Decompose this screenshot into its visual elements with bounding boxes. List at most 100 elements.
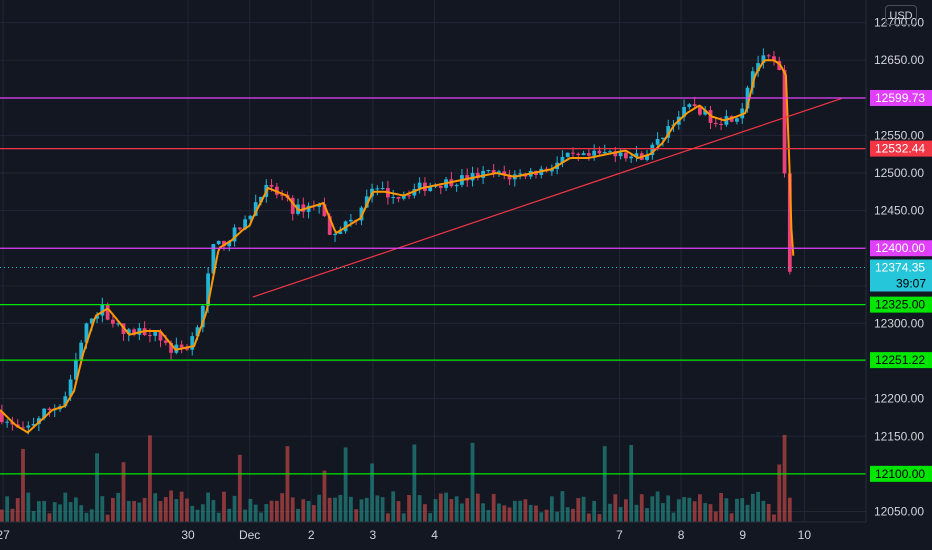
volume-bar [227,508,232,522]
candle-body [497,171,501,173]
candle-body [200,305,205,328]
level-tag: 12251.22 [870,352,932,369]
volume-bar [343,447,348,522]
volume-bar [735,498,739,522]
volume-bar [650,496,655,522]
volume-bar [348,496,353,522]
volume-bar [613,494,618,522]
candle-body [713,122,718,124]
volume-bar [42,501,47,522]
candle-body [84,323,89,343]
candle-body [756,63,760,72]
candle-body [518,173,523,175]
volume-bar [486,509,491,522]
candle-body [116,323,121,325]
candle-body [719,123,723,125]
candle-body [73,359,78,380]
level-tag-box [870,296,932,313]
level-tag-box [870,352,932,369]
volume-bar [10,508,15,522]
x-tick-label: 4 [431,528,438,542]
candle-body [47,408,52,411]
candle-body [407,195,411,197]
volume-bar [52,502,57,522]
volume-bar [460,503,464,522]
trendline [252,97,842,298]
volume-bar [100,496,105,522]
volume-bar [692,501,697,522]
volume-bar [58,504,62,522]
volume-bar [89,509,94,522]
volume-bar [719,493,723,522]
time-axis-background [0,522,932,550]
volume-bar [391,491,396,522]
candle-body [613,151,618,157]
candle-body [465,175,470,181]
volume-bar [364,497,369,522]
volume-bar [396,501,401,522]
volume-bar [417,495,422,522]
volume-bar [454,496,459,522]
candle-body [280,194,285,196]
volume-bar [269,500,274,522]
volume-bar [507,507,512,522]
candle-body [650,144,655,156]
volume-bar [322,470,327,522]
volume-bar [745,504,750,522]
level-tag-box [870,140,932,157]
candle-body [259,196,263,203]
volume-bar [290,497,295,522]
candle-body [132,329,136,335]
volume-bar [592,500,597,522]
volume-bar [116,492,121,522]
candle-body [401,195,406,199]
candle-body [618,152,623,157]
volume-bar [713,511,718,522]
volume-bar [111,497,115,522]
currency-button[interactable]: USD [885,5,917,25]
candle-body [190,336,195,350]
volume-bar [264,504,269,522]
volume-bar [169,490,173,522]
candle-body [777,61,782,71]
volume-bar [359,499,364,522]
volume-bars [0,434,792,522]
volume-bar [105,514,110,522]
candle-body [391,197,396,199]
candle-body [634,153,639,157]
volume-bar [142,497,147,522]
volume-bar [243,509,248,522]
candle-body [502,171,507,176]
volume-bar [259,512,263,522]
volume-bar [301,499,306,522]
candle-body [348,219,353,222]
volume-bar [512,500,517,522]
volume-bar [380,497,385,522]
level-tag-box [870,240,932,257]
volume-bar [671,512,676,522]
y-tick-label: 12500.00 [874,166,924,180]
volume-bar [586,513,591,522]
volume-bar [216,512,221,522]
volume-bar [158,501,163,522]
moving-average-line [0,59,795,434]
candle-body [0,411,4,423]
volume-bar [639,494,644,522]
volume-bar [274,500,279,522]
volume-bar [163,497,168,522]
candle-body [565,152,570,157]
volume-bar [666,495,671,522]
candle-body [158,332,163,341]
candle-body [63,396,68,407]
volume-bar [211,500,216,522]
level-tag-text: 12400.00 [875,241,925,255]
volume-bar [724,498,729,522]
candle-body [380,188,385,190]
volume-bar [449,499,454,522]
candle-body [68,379,73,397]
candle-body [338,231,343,234]
volume-bar [491,493,496,522]
x-tick-label: 30 [181,528,195,542]
volume-bar [576,498,581,522]
